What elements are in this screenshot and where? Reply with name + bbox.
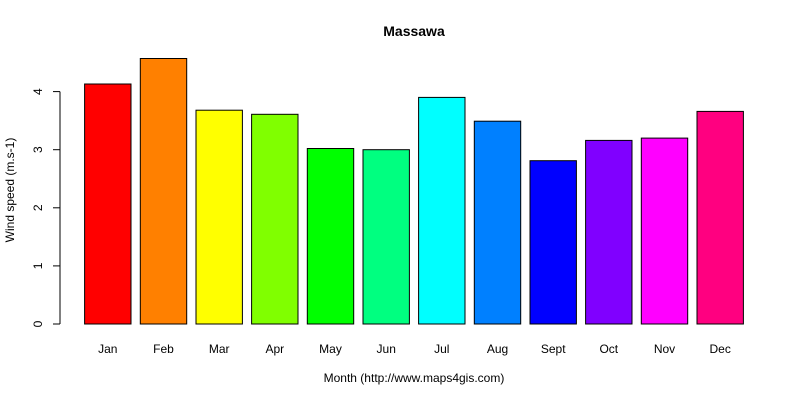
y-tick-label-4: 4 xyxy=(31,88,45,95)
x-tick-label-may: May xyxy=(319,342,342,356)
x-tick-label-dec: Dec xyxy=(710,342,731,356)
x-tick-label-nov: Nov xyxy=(654,342,675,356)
y-axis-label: Wind speed (m.s-1) xyxy=(3,138,17,243)
y-tick-label-1: 1 xyxy=(31,262,45,269)
bar-may xyxy=(306,148,355,325)
y-tick-label-0: 0 xyxy=(31,320,45,327)
x-tick-label-jun: Jun xyxy=(377,342,396,356)
bars-group xyxy=(84,58,744,325)
bar-oct xyxy=(585,139,633,325)
x-tick-label-oct: Oct xyxy=(599,342,618,356)
bar-mar xyxy=(195,109,243,325)
x-axis-label: Month (http://www.maps4gis.com) xyxy=(324,371,505,385)
bar-aug xyxy=(473,120,522,325)
x-tick-label-apr: Apr xyxy=(265,342,284,356)
x-tick-label-aug: Aug xyxy=(487,342,508,356)
x-tick-label-feb: Feb xyxy=(153,342,174,356)
bar-apr xyxy=(251,113,299,325)
bar-jun xyxy=(362,149,410,325)
bar-jul xyxy=(418,96,466,325)
y-axis: 0 1 2 3 4 xyxy=(31,88,61,327)
y-tick-label-2: 2 xyxy=(31,204,45,211)
bar-feb xyxy=(139,58,188,325)
x-tick-label-sept: Sept xyxy=(541,342,566,356)
x-tick-label-jul: Jul xyxy=(434,342,449,356)
bar-dec xyxy=(696,110,744,325)
bar-jan xyxy=(84,83,132,325)
bar-sept xyxy=(529,160,577,325)
bar-nov xyxy=(640,137,689,325)
x-tick-labels: Jan Feb Mar Apr May Jun Jul Aug Sept Oct Nov Dec xyxy=(98,342,731,356)
y-tick-label-3: 3 xyxy=(31,146,45,153)
x-tick-label-jan: Jan xyxy=(98,342,117,356)
x-tick-label-mar: Mar xyxy=(209,342,230,356)
chart-title: Massawa xyxy=(383,23,445,39)
